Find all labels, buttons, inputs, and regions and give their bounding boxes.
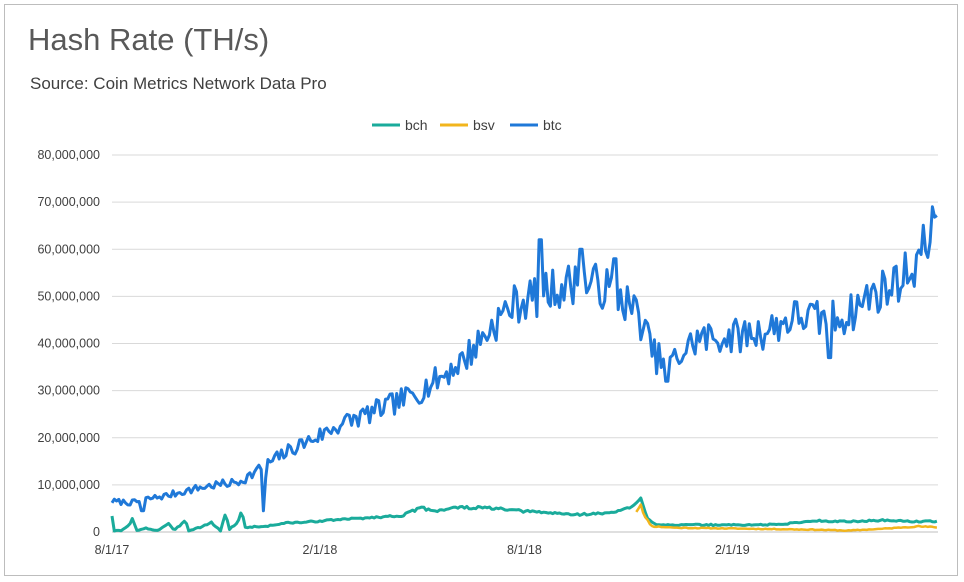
series-line-bsv	[635, 503, 938, 532]
legend-item-btc: btc	[510, 117, 562, 133]
y-tick-label: 50,000,000	[37, 289, 100, 303]
x-tick-label: 8/1/18	[507, 543, 542, 557]
y-tick-label: 40,000,000	[37, 337, 100, 351]
y-tick-label: 70,000,000	[37, 195, 100, 209]
x-tick-label: 2/1/19	[715, 543, 750, 557]
y-tick-label: 80,000,000	[37, 148, 100, 162]
x-tick-label: 8/1/17	[95, 543, 130, 557]
legend-label: bsv	[473, 117, 495, 133]
legend-label: btc	[543, 117, 562, 133]
x-tick-label: 2/1/18	[303, 543, 338, 557]
legend-item-bch: bch	[372, 117, 428, 133]
legend: bch bsv btc	[372, 117, 562, 133]
legend-label: bch	[405, 117, 428, 133]
chart-title: Hash Rate (TH/s)	[28, 22, 270, 57]
x-axis-ticks: 8/1/17 2/1/18 8/1/18 2/1/19	[95, 543, 750, 557]
y-axis-ticks: 0 10,000,000 20,000,000 30,000,000 40,000,00…	[37, 148, 100, 539]
series-line-btc	[110, 205, 938, 513]
y-tick-label: 20,000,000	[37, 431, 100, 445]
y-tick-label: 10,000,000	[37, 478, 100, 492]
chart-subtitle: Source: Coin Metrics Network Data Pro	[30, 74, 327, 93]
series-lines	[110, 205, 938, 533]
legend-item-bsv: bsv	[440, 117, 495, 133]
gridlines	[112, 154, 938, 533]
y-tick-label: 60,000,000	[37, 242, 100, 256]
chart-frame	[4, 4, 958, 576]
y-tick-label: 30,000,000	[37, 384, 100, 398]
y-tick-label: 0	[93, 525, 100, 539]
series-line-bch	[110, 496, 938, 533]
